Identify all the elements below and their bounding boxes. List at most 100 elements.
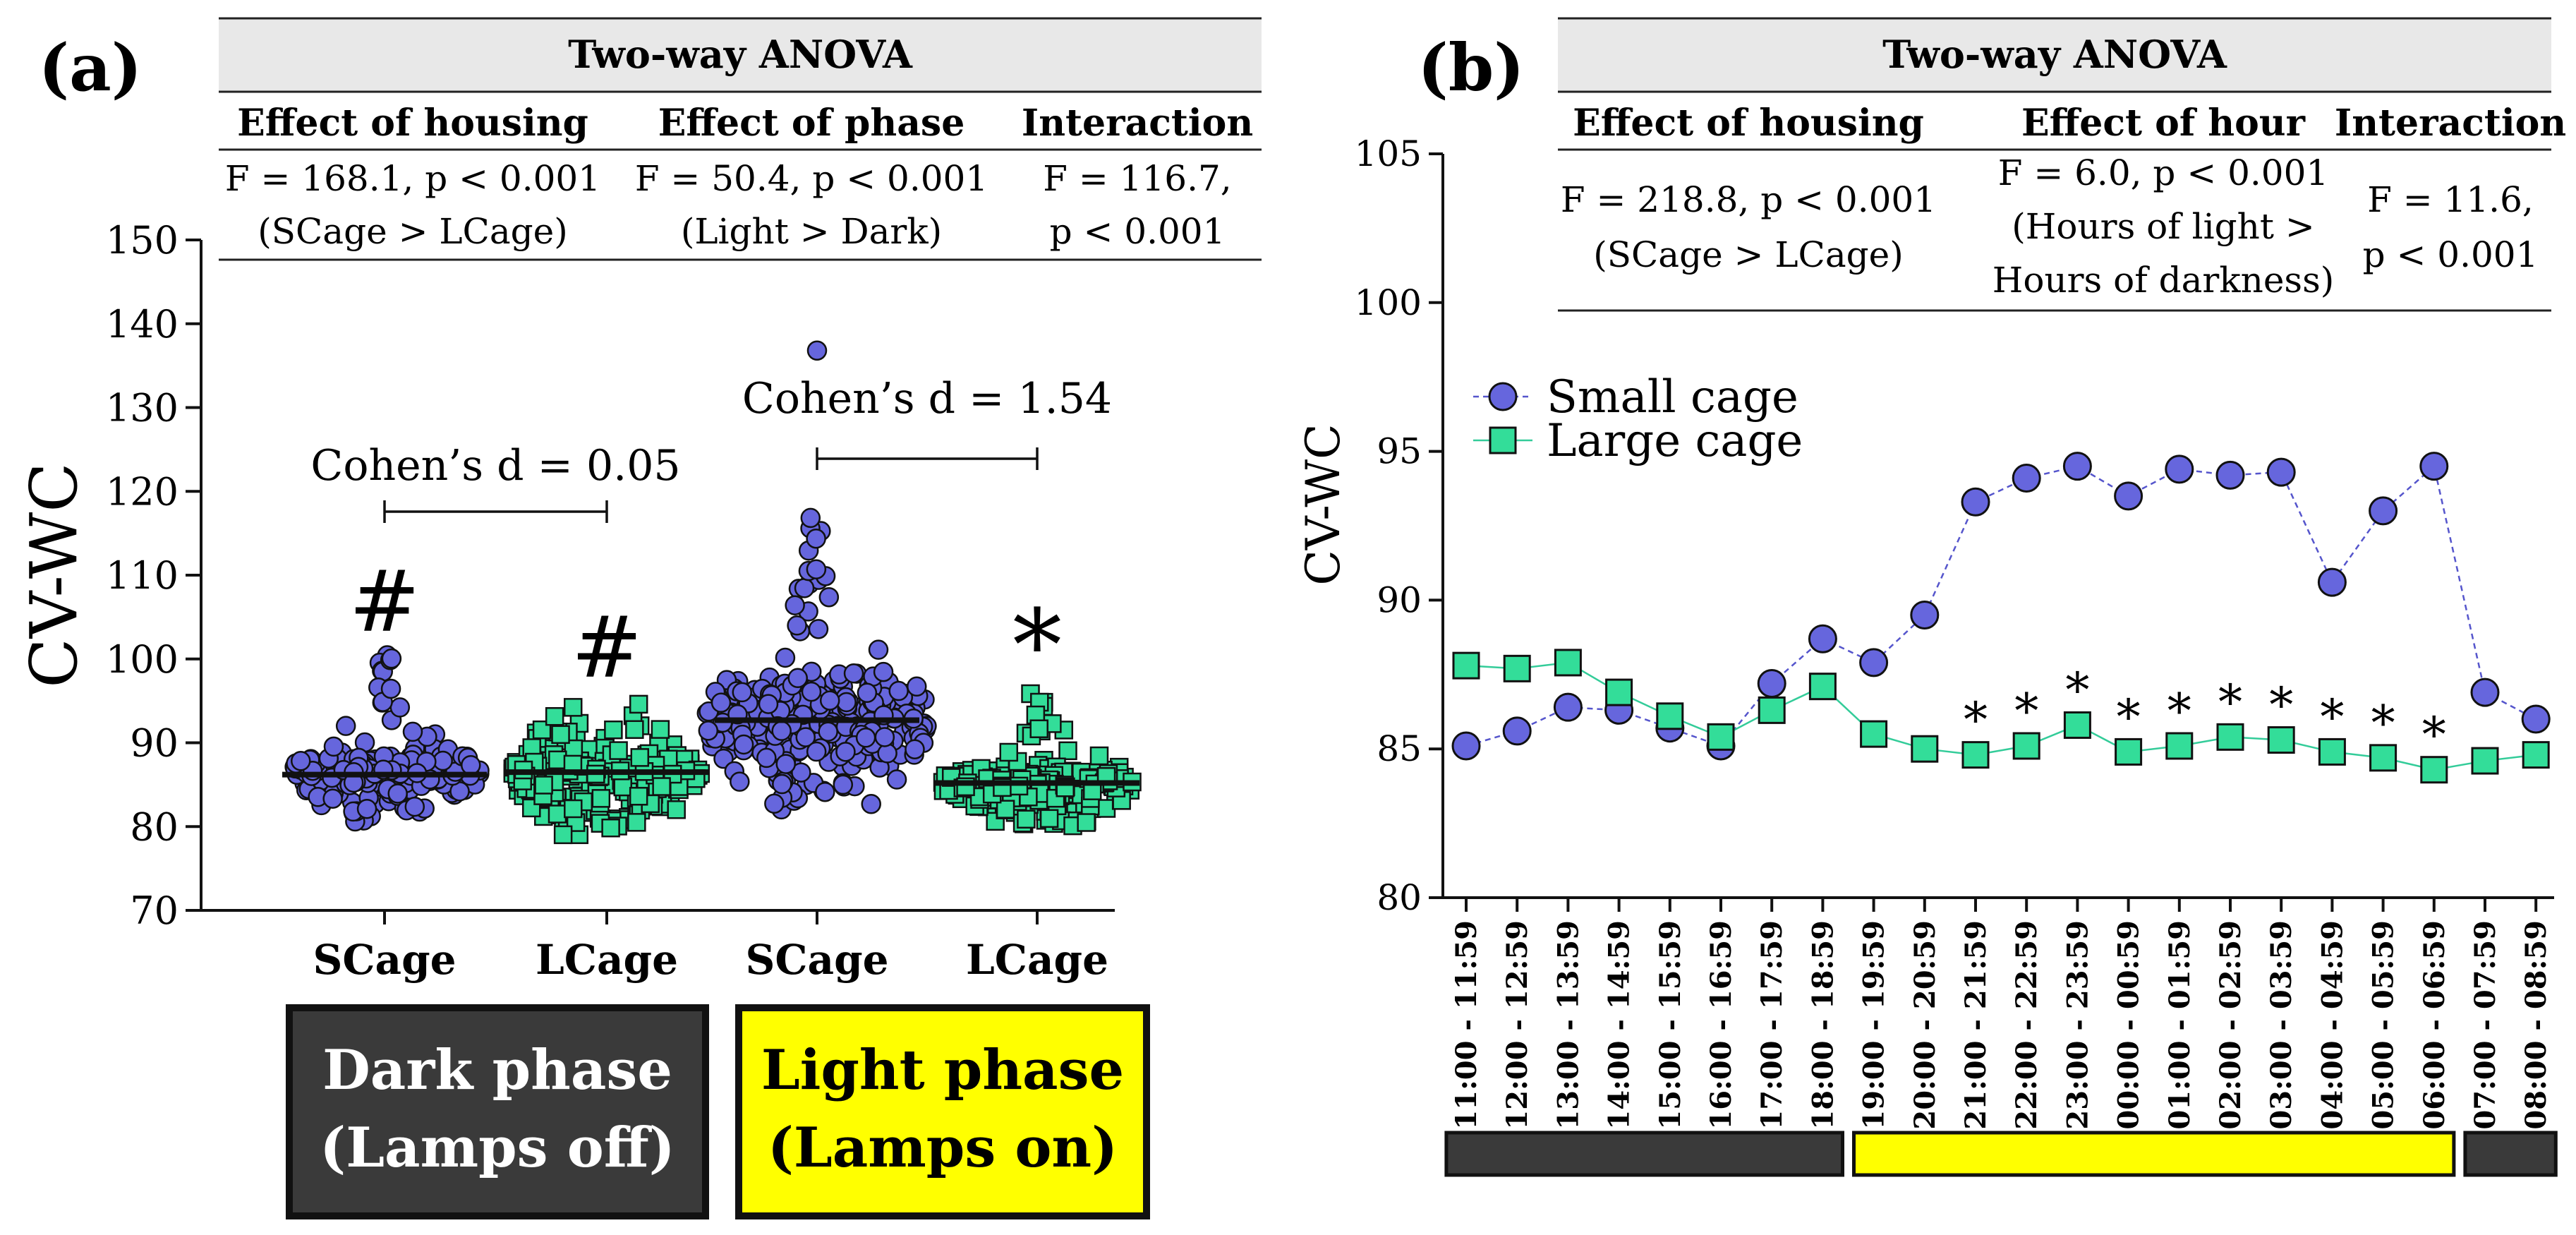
data-point <box>1859 648 1889 677</box>
data-point <box>999 742 1019 762</box>
data-point <box>996 800 1015 819</box>
data-point <box>775 754 796 774</box>
anova-b-header-bg <box>1558 18 2551 92</box>
data-point <box>861 794 881 814</box>
anova-a-col2-line2: (Light > Dark) <box>681 211 942 252</box>
data-point <box>290 751 311 771</box>
phase-label: (Lamps off) <box>320 1116 675 1180</box>
y-tick-label-a: 120 <box>106 469 179 514</box>
data-point <box>806 559 827 579</box>
x-tick-label-b: 23:00 - 23:59 <box>2061 920 2094 1130</box>
data-point <box>1961 741 1990 769</box>
chart-a-overlay: # # * Cohen’s d = 0.05 Cohen’s d = 1.54 <box>282 374 1139 786</box>
x-tick-label-b: 08:00 - 08:59 <box>2520 920 2553 1130</box>
x-tick-label-b: 04:00 - 04:59 <box>2316 920 2349 1130</box>
data-point <box>730 771 750 792</box>
data-point <box>794 578 815 598</box>
x-tick-label-a: LCage <box>536 936 678 984</box>
data-point <box>1554 649 1582 677</box>
data-point <box>787 668 808 689</box>
data-point <box>433 750 453 771</box>
data-point <box>843 663 864 684</box>
data-point <box>758 694 779 714</box>
series-line <box>1465 661 2536 771</box>
data-point <box>404 796 425 817</box>
y-tick-label-a: 100 <box>106 637 179 682</box>
effect-size-label: Cohen’s d = 0.05 <box>310 441 680 490</box>
data-point <box>873 661 894 682</box>
phase-box <box>735 1004 1150 1219</box>
data-point <box>1758 696 1786 724</box>
x-tick-label-b: 01:00 - 01:59 <box>2163 920 2196 1130</box>
chart-a-axes: 70 80 90 100 110 120 130 140 150 CV-WC SCage LCage S… <box>16 218 1115 984</box>
data-point <box>2470 677 2500 707</box>
x-tick-label-b: 06:00 - 06:59 <box>2418 920 2451 1130</box>
data-point <box>986 812 1005 831</box>
data-point <box>2114 481 2143 511</box>
x-tick-label-b: 02:00 - 02:59 <box>2214 920 2247 1130</box>
data-point <box>1009 776 1029 796</box>
data-point <box>868 639 889 660</box>
anova-b-title: Two-way ANOVA <box>1882 32 2227 77</box>
data-point <box>613 777 633 797</box>
data-point <box>2521 704 2551 734</box>
data-point <box>651 720 670 739</box>
data-point <box>1605 678 1633 706</box>
data-point <box>381 648 402 669</box>
significance-marker: * <box>2371 696 2395 752</box>
data-point <box>1911 735 1939 763</box>
data-point <box>2062 452 2092 481</box>
x-tick-label-b: 20:00 - 20:59 <box>1909 920 1942 1130</box>
data-point <box>2216 723 2244 751</box>
significance-marker: * <box>2014 684 2038 740</box>
data-point <box>2266 457 2296 487</box>
time-of-day-bars <box>1444 1131 2558 1177</box>
data-point <box>335 716 356 736</box>
data-point <box>2267 726 2295 754</box>
y-axis-title-a: CV-WC <box>16 462 92 687</box>
x-tick-label-b: 00:00 - 00:59 <box>2112 920 2146 1130</box>
x-tick-label-a: SCage <box>745 936 888 984</box>
phase-label: (Lamps on) <box>768 1116 1118 1180</box>
data-point <box>2420 756 2448 784</box>
significance-marker: * <box>2269 678 2293 734</box>
data-point <box>1860 720 1888 748</box>
data-point <box>591 789 611 808</box>
data-point <box>698 721 719 741</box>
x-tick-label-b: 18:00 - 18:59 <box>1806 920 1839 1130</box>
legend-label: Small cage <box>1547 371 1798 423</box>
data-point <box>1910 600 1940 629</box>
data-point <box>806 528 826 549</box>
data-point <box>630 748 650 767</box>
significance-annotation: # <box>572 599 643 697</box>
data-point <box>667 800 686 819</box>
panel-a-label: (a) <box>39 30 143 106</box>
data-point <box>888 680 909 701</box>
significance-marker: * <box>2117 689 2141 745</box>
anova-a-col1-header: Effect of housing <box>237 102 588 145</box>
x-tick-label-b: 22:00 - 22:59 <box>2010 920 2043 1130</box>
y-tick-label-a: 70 <box>130 888 179 933</box>
x-tick-label-b: 17:00 - 17:59 <box>1755 920 1789 1130</box>
data-point <box>2165 454 2194 484</box>
panel-b: (b) Two-way ANOVA Effect of housing Effe… <box>1296 17 2566 1177</box>
effect-size-label: Cohen’s d = 1.54 <box>742 374 1112 423</box>
anova-b-col2-line1: F = 6.0, p < 0.001 <box>1998 152 2329 193</box>
time-bar <box>1852 1131 2456 1177</box>
x-tick-label-b: 05:00 - 05:59 <box>2367 920 2400 1130</box>
data-point <box>1553 692 1583 722</box>
data-point <box>389 697 411 718</box>
anova-b-col1-line2: (SCage > LCage) <box>1593 234 1903 275</box>
anova-b-col3-line2: p < 0.001 <box>2363 234 2539 275</box>
data-point <box>563 698 583 717</box>
x-tick-label-b: 16:00 - 16:59 <box>1705 920 1738 1130</box>
data-point <box>402 721 423 742</box>
data-point <box>629 787 648 806</box>
anova-a-col1-line2: (SCage > LCage) <box>258 211 567 252</box>
x-tick-label-b: 03:00 - 03:59 <box>2265 920 2298 1130</box>
data-point <box>1058 741 1077 761</box>
y-tick-label-a: 110 <box>106 553 179 598</box>
significance-annotation: * <box>1012 589 1062 704</box>
anova-a-col3-header: Interaction <box>1022 102 1253 145</box>
